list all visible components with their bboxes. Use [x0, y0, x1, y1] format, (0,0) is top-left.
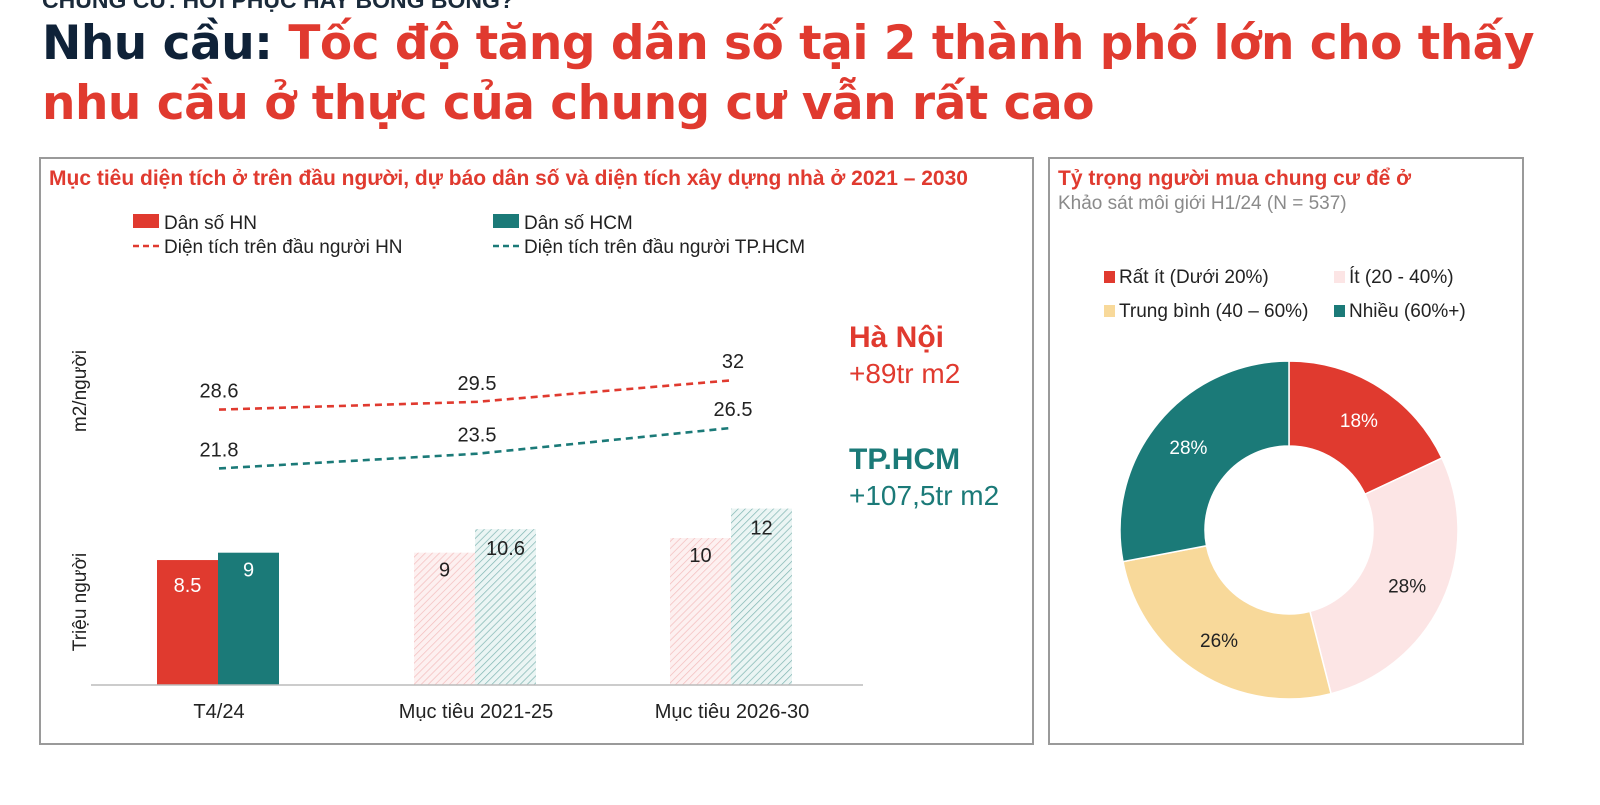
bar-dan-so-hcm-t4-24 [218, 552, 279, 685]
legend-swatch-trung-binh-40-60 [1104, 305, 1115, 317]
bar-dan-so-hcm-muc-tieu-2021-25 [475, 529, 536, 685]
legend-swatch-dan-so-hcm [493, 214, 519, 228]
bar-label-dan-so-hn-muc-tieu-2026-30: 10 [689, 545, 711, 567]
bar-dan-so-hn-t4-24 [157, 560, 218, 685]
legend-swatch-nhieu-60 [1334, 305, 1345, 317]
legend-swatch-it-20-40 [1334, 271, 1345, 283]
donut-label-trung-binh-40-60: 26% [1200, 631, 1238, 652]
line-label-dien-tich-tren-dau-nguoi-hn-muc-tieu-2026-30: 32 [722, 351, 744, 373]
legend-label-dien-tich-tren-dau-nguoi-tp-hcm: Diện tích trên đầu người TP.HCM [524, 237, 805, 258]
bar-label-dan-so-hn-muc-tieu-2021-25: 9 [439, 560, 450, 582]
y-axis-label-population: Triệu người [70, 553, 91, 651]
legend-label-trung-binh-40-60: Trung bình (40 – 60%) [1119, 301, 1308, 322]
bar-dan-so-hn-muc-tieu-2026-30 [670, 538, 731, 685]
line-label-dien-tich-tren-dau-nguoi-tp-hcm-muc-tieu-2026-30: 26.5 [714, 399, 753, 421]
donut-label-it-20-40: 28% [1388, 577, 1426, 598]
buyer-share-panel: Tỷ trọng người mua chung cư để ở Khảo sá… [1048, 157, 1524, 745]
bar-label-dan-so-hn-t4-24: 8.5 [174, 575, 202, 597]
legend-label-dien-tich-tren-dau-nguoi-hn: Diện tích trên đầu người HN [164, 237, 403, 258]
headline-prefix: Nhu cầu: [42, 16, 273, 71]
legend-label-it-20-40: Ít (20 - 40%) [1349, 267, 1454, 288]
population-chart-title: Mục tiêu diện tích ở trên đầu người, dự … [49, 167, 968, 190]
legend-swatch-dan-so-hn [133, 214, 159, 228]
buyer-share-legend: Rất ít (Dưới 20%) Ít (20 - 40%) Trung bình… [1104, 267, 1466, 322]
legend-label-nhieu-60: Nhiều (60%+) [1349, 301, 1466, 322]
annotation-value-ha-noi: +89tr m2 [849, 358, 960, 389]
donut-slice-nhieu-60 [1119, 360, 1290, 563]
line-label-dien-tich-tren-dau-nguoi-tp-hcm-t4-24: 21.8 [200, 439, 239, 461]
donut-label-rat-it-duoi-20: 18% [1340, 411, 1378, 432]
y-axis-label-area: m2/người [70, 350, 91, 432]
buyer-share-subtitle: Khảo sát môi giới H1/24 (N = 537) [1058, 193, 1347, 214]
x-tick-label-muc-tieu-2021-25: Mục tiêu 2021-25 [399, 701, 554, 723]
x-tick-label-muc-tieu-2026-30: Mục tiêu 2026-30 [655, 701, 810, 723]
bar-label-dan-so-hcm-t4-24: 9 [243, 560, 254, 582]
legend-label-dan-so-hcm: Dân số HCM [524, 213, 633, 234]
donut-slice-it-20-40 [1308, 457, 1459, 695]
donut-slice-rat-it-duoi-20 [1288, 360, 1443, 496]
cut-off-section-heading: CHUNG CƯ: HƠI PHỤC HAY BONG BÓNG? [42, 0, 514, 13]
legend-label-rat-it-duoi-20: Rất ít (Dưới 20%) [1119, 267, 1269, 288]
page-headline: Nhu cầu: Tốc độ tăng dân số tại 2 thành … [42, 14, 1572, 134]
annotation-value-tp-hcm: +107,5tr m2 [849, 480, 999, 511]
bar-dan-so-hn-muc-tieu-2021-25 [414, 552, 475, 685]
bar-label-dan-so-hcm-muc-tieu-2021-25: 10.6 [486, 538, 525, 560]
donut-label-nhieu-60: 28% [1169, 438, 1207, 459]
donut-slice-trung-binh-40-60 [1122, 544, 1332, 700]
line-label-dien-tich-tren-dau-nguoi-hn-muc-tieu-2021-25: 29.5 [458, 373, 497, 395]
annotation-name-tp-hcm: TP.HCM [849, 443, 960, 476]
buyer-share-title: Tỷ trọng người mua chung cư để ở [1058, 167, 1412, 190]
legend-swatch-rat-it-duoi-20 [1104, 271, 1115, 283]
line-label-dien-tich-tren-dau-nguoi-tp-hcm-muc-tieu-2021-25: 23.5 [458, 425, 497, 447]
x-tick-label-t4-24: T4/24 [193, 701, 244, 723]
bar-dan-so-hcm-muc-tieu-2026-30 [731, 508, 792, 685]
bar-label-dan-so-hcm-muc-tieu-2026-30: 12 [750, 518, 772, 540]
population-chart-legend: Dân số HN Dân số HCM Diện tích trên đầu ng… [133, 213, 805, 258]
annotation-name-ha-noi: Hà Nội [849, 321, 944, 354]
line-dien-tich-tren-dau-nguoi-hn [218, 378, 734, 411]
headline-text: Tốc độ tăng dân số tại 2 thành phố lớn c… [42, 16, 1535, 131]
buyer-share-donut-chart: Rất ít (Dưới 20%) Ít (20 - 40%) Trung bình… [1104, 267, 1466, 700]
line-dien-tich-tren-dau-nguoi-tp-hcm [218, 426, 734, 470]
population-chart: Dân số HN Dân số HCM Diện tích trên đầu ng… [70, 213, 999, 723]
population-chart-panel: Mục tiêu diện tích ở trên đầu người, dự … [39, 157, 1034, 745]
line-label-dien-tich-tren-dau-nguoi-hn-t4-24: 28.6 [200, 381, 239, 403]
legend-label-dan-so-hn: Dân số HN [164, 213, 257, 234]
